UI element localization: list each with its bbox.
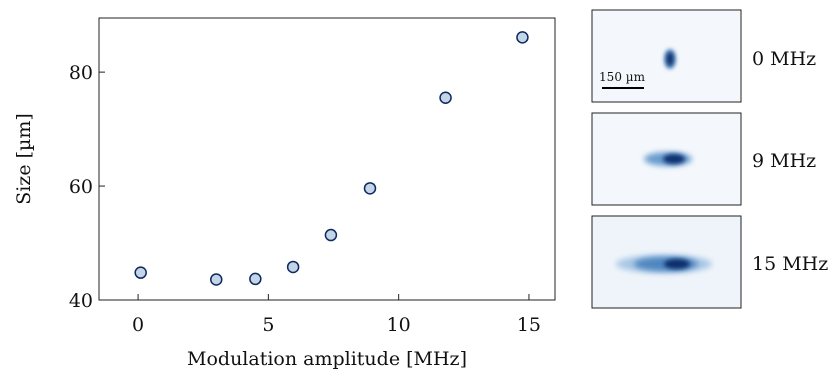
x-tick-label: 0: [132, 314, 144, 336]
inset-label: 15 MHz: [752, 253, 828, 275]
scale-bar-label: 150 µm: [599, 70, 646, 84]
data-point: [210, 273, 223, 286]
plot-frame: [98, 17, 556, 301]
x-axis-label: Modulation amplitude [MHz]: [187, 348, 467, 370]
data-point: [134, 266, 147, 279]
data-point: [286, 260, 300, 274]
scatter-plot: 0 5 10 15 40 60 80 Modulation amplitude [MHz]…: [13, 17, 556, 370]
inset-label: 9 MHz: [752, 150, 816, 172]
x-axis-ticks: 0 5 10 15: [132, 294, 541, 336]
y-axis-ticks: 40 60 80: [69, 62, 105, 312]
y-tick-label: 60: [69, 176, 93, 198]
inset-frame: [591, 112, 742, 206]
data-point: [363, 182, 377, 195]
inset-image-9mhz: 9 MHz: [591, 112, 816, 206]
data-points: [134, 31, 529, 286]
inset-image-15mhz: 15 MHz: [591, 215, 828, 309]
y-axis-label: Size [µm]: [13, 113, 35, 205]
atom-cloud-core: [663, 154, 685, 164]
y-tick-label: 80: [69, 62, 93, 84]
x-tick-label: 15: [517, 314, 541, 336]
y-tick-label: 40: [69, 290, 93, 312]
atom-cloud-core: [664, 259, 690, 269]
data-point: [439, 91, 452, 105]
atom-cloud-core: [666, 52, 674, 66]
data-point: [324, 228, 338, 242]
data-point: [516, 31, 529, 44]
x-tick-label: 10: [387, 314, 411, 336]
data-point: [249, 272, 262, 286]
x-tick-label: 5: [262, 314, 274, 336]
inset-image-0mhz: 150 µm 0 MHz: [591, 9, 816, 103]
inset-label: 0 MHz: [752, 48, 816, 70]
